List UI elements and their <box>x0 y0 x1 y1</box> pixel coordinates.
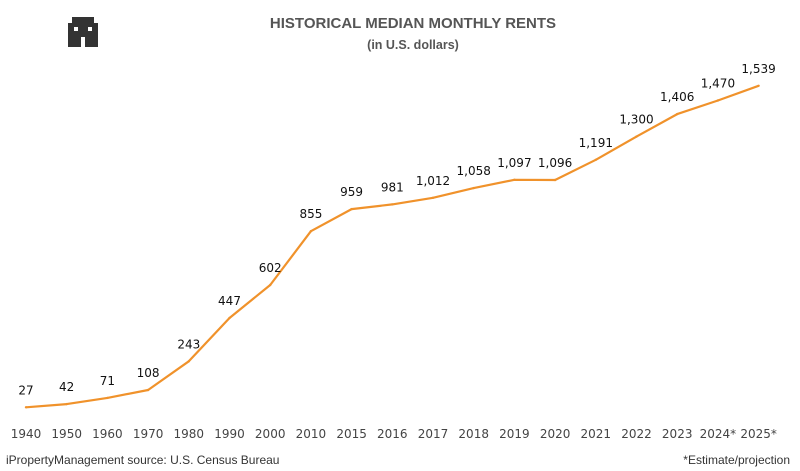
data-label: 855 <box>299 207 322 221</box>
data-point <box>187 360 190 363</box>
data-point <box>65 402 68 406</box>
x-tick-label: 2015 <box>336 427 367 441</box>
data-point <box>309 230 313 233</box>
data-label: 1,470 <box>701 77 735 91</box>
data-point <box>106 396 109 400</box>
data-label: 1,539 <box>741 62 775 76</box>
data-label: 981 <box>381 180 404 194</box>
x-tick-label: 2010 <box>296 427 327 441</box>
data-label: 1,191 <box>579 136 613 150</box>
chart-subtitle: (in U.S. dollars) <box>367 38 459 52</box>
data-label: 602 <box>259 261 282 275</box>
data-label: 1,058 <box>457 164 491 178</box>
data-point <box>513 178 516 181</box>
x-tick-label: 2019 <box>499 427 530 441</box>
x-tick-label: 1980 <box>174 427 205 441</box>
data-label: 27 <box>18 383 33 397</box>
x-tick-label: 2023 <box>662 427 693 441</box>
x-tick-label: 2024* <box>700 427 737 441</box>
data-point <box>431 196 435 199</box>
data-point <box>635 135 638 138</box>
data-point <box>553 178 557 182</box>
data-point <box>350 207 353 211</box>
data-point <box>716 99 720 102</box>
x-tick-label: 2017 <box>418 427 449 441</box>
x-tick-label: 1970 <box>133 427 164 441</box>
x-tick-label: 2016 <box>377 427 408 441</box>
x-tick-label: 1940 <box>11 427 42 441</box>
data-point <box>228 316 231 320</box>
data-label: 959 <box>340 185 363 199</box>
data-label: 1,097 <box>497 156 531 170</box>
building-icon <box>68 17 98 47</box>
source-note: iPropertyManagement source: U.S. Census … <box>6 453 280 467</box>
data-label: 42 <box>59 380 74 394</box>
x-tick-label: 1960 <box>92 427 123 441</box>
data-label: 1,300 <box>619 113 653 127</box>
chart-title: HISTORICAL MEDIAN MONTHLY RENTS <box>269 15 557 32</box>
x-tick-label: 1990 <box>214 427 245 441</box>
data-label: 71 <box>100 374 115 388</box>
data-point <box>146 388 150 392</box>
data-point <box>24 406 28 409</box>
data-label: 447 <box>218 294 241 308</box>
x-tick-label: 2022 <box>621 427 652 441</box>
data-label: 1,012 <box>416 174 450 188</box>
x-tick-label: 2025* <box>740 427 777 441</box>
estimate-note: *Estimate/projection <box>683 453 790 467</box>
x-tick-label: 1950 <box>51 427 82 441</box>
data-point <box>676 112 679 116</box>
data-label: 1,406 <box>660 90 694 104</box>
x-tick-label: 2018 <box>458 427 489 441</box>
x-tick-label: 2021 <box>581 427 612 441</box>
x-tick-label: 2000 <box>255 427 286 441</box>
data-label: 243 <box>177 337 200 351</box>
x-tick-label: 2020 <box>540 427 571 441</box>
rent-series-line <box>25 84 759 409</box>
data-label: 1,096 <box>538 156 572 170</box>
data-label: 108 <box>137 366 160 380</box>
data-point <box>472 186 475 190</box>
data-point <box>391 203 394 206</box>
data-point <box>594 158 597 161</box>
data-point <box>757 84 760 88</box>
data-point <box>269 283 272 287</box>
